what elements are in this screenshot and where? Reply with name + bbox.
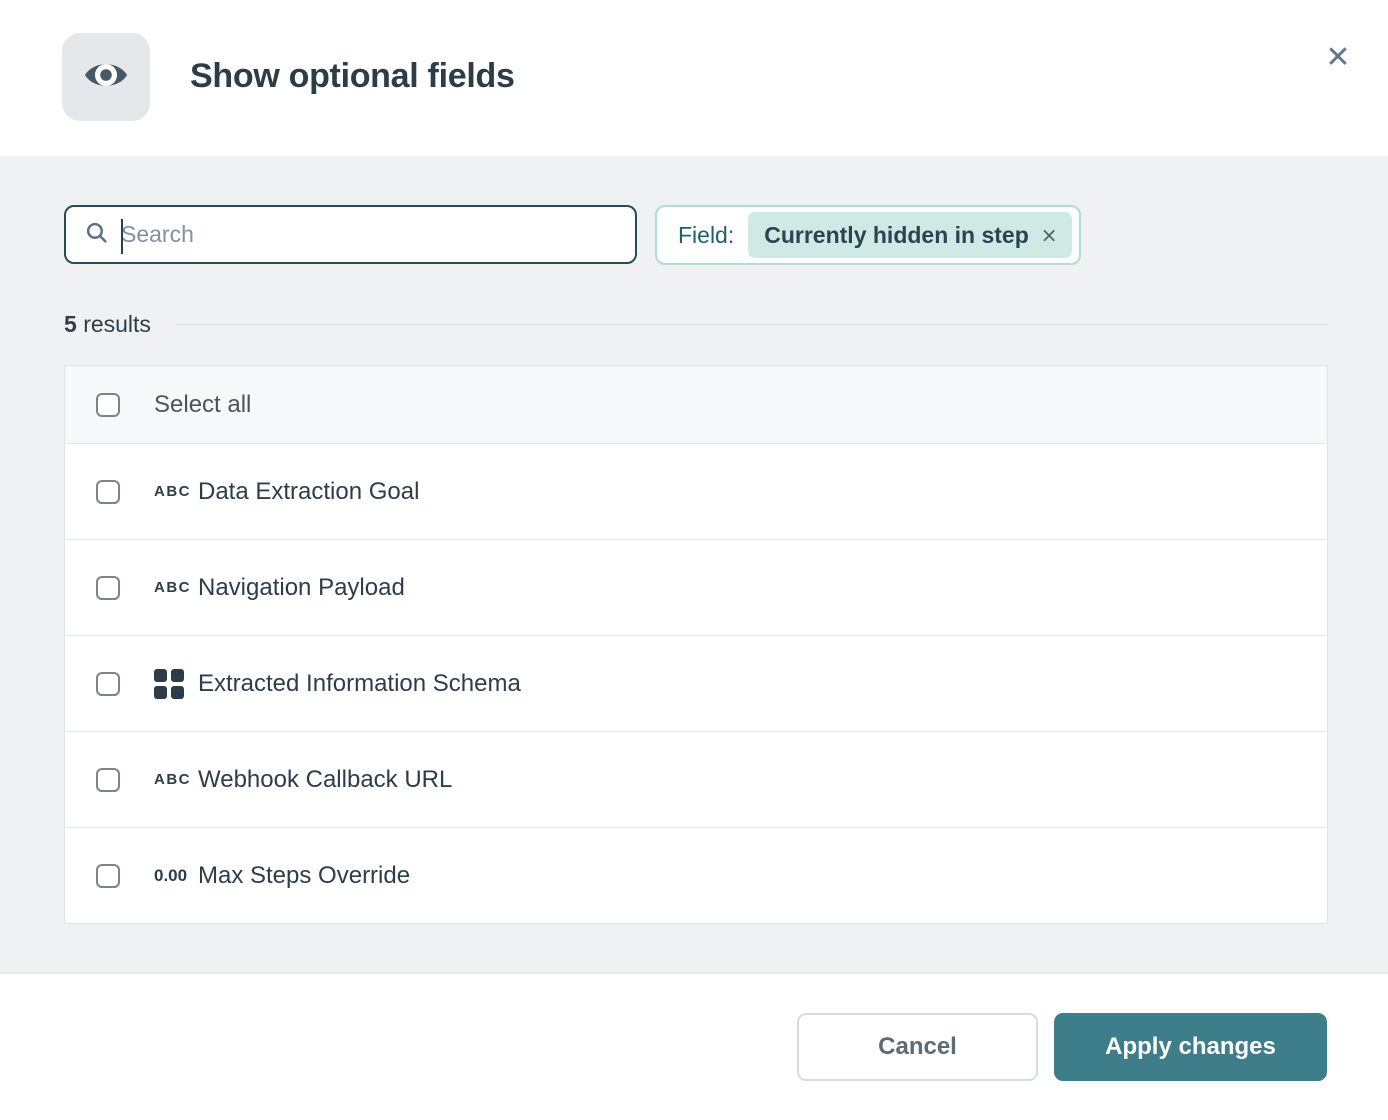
abc-text-type-icon: ABC xyxy=(154,579,191,596)
dialog-title: Show optional fields xyxy=(190,57,515,95)
select-all-checkbox[interactable] xyxy=(96,392,120,417)
field-label: Extracted Information Schema xyxy=(198,669,521,697)
fields-list: Select all ABC Data Extraction Goal ABC … xyxy=(64,365,1328,924)
abc-text-type-icon: ABC xyxy=(154,483,191,500)
search-input[interactable] xyxy=(109,207,635,262)
close-icon[interactable]: ✕ xyxy=(1318,38,1358,78)
select-all-label: Select all xyxy=(154,390,252,418)
results-count: 5 xyxy=(64,311,77,337)
dialog-body: Field: Currently hidden in step × 5 resu… xyxy=(0,156,1388,972)
field-label: Data Extraction Goal xyxy=(198,477,420,505)
remove-filter-icon[interactable]: × xyxy=(1040,223,1058,247)
field-checkbox[interactable] xyxy=(96,671,120,696)
field-checkbox[interactable] xyxy=(96,479,120,504)
text-cursor xyxy=(121,219,123,254)
number-type-icon: 0.00 xyxy=(154,865,188,885)
list-item[interactable]: ABC Webhook Callback URL xyxy=(65,731,1327,827)
grid-object-type-icon xyxy=(154,668,184,699)
field-filter: Field: Currently hidden in step × xyxy=(655,205,1081,265)
list-item[interactable]: Extracted Information Schema xyxy=(65,635,1327,731)
list-item[interactable]: 0.00 Max Steps Override xyxy=(65,827,1327,923)
results-row: 5 results xyxy=(64,311,1328,338)
field-checkbox[interactable] xyxy=(96,863,120,888)
dialog-header: Show optional fields ✕ xyxy=(0,0,1388,156)
abc-text-type-icon: ABC xyxy=(154,771,191,788)
cancel-button[interactable]: Cancel xyxy=(797,1013,1038,1081)
field-label: Webhook Callback URL xyxy=(198,765,453,793)
field-filter-label: Field: xyxy=(678,221,735,248)
results-label: results xyxy=(83,311,151,337)
filter-chip[interactable]: Currently hidden in step × xyxy=(748,212,1072,258)
search-icon xyxy=(66,220,109,250)
controls-row: Field: Currently hidden in step × xyxy=(64,205,1328,265)
eye-icon xyxy=(83,52,129,103)
dialog-footer: Cancel Apply changes xyxy=(0,972,1388,1120)
results-count-text: 5 results xyxy=(64,311,151,338)
field-label: Navigation Payload xyxy=(198,573,405,601)
field-checkbox[interactable] xyxy=(96,767,120,792)
eye-icon-badge xyxy=(62,33,150,121)
field-checkbox[interactable] xyxy=(96,575,120,600)
filter-chip-label: Currently hidden in step xyxy=(764,221,1029,248)
list-item[interactable]: ABC Data Extraction Goal xyxy=(65,443,1327,539)
select-all-row[interactable]: Select all xyxy=(65,366,1327,443)
field-label: Max Steps Override xyxy=(198,861,411,889)
apply-changes-button[interactable]: Apply changes xyxy=(1054,1013,1327,1081)
search-box[interactable] xyxy=(64,205,637,264)
list-item[interactable]: ABC Navigation Payload xyxy=(65,539,1327,635)
results-divider xyxy=(175,324,1328,325)
